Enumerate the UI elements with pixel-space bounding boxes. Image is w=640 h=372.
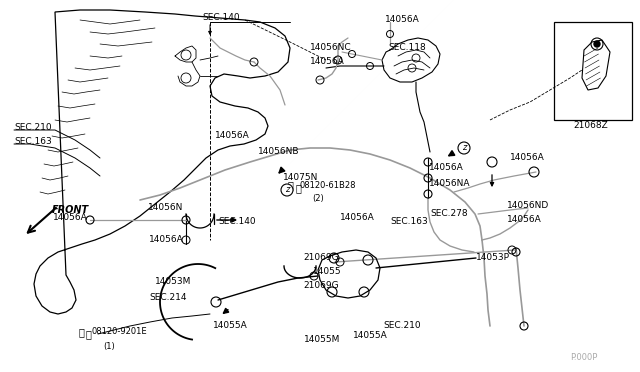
Text: 14053P: 14053P [476, 253, 510, 263]
Text: SEC.163: SEC.163 [390, 218, 428, 227]
Text: 14056A: 14056A [310, 58, 345, 67]
Text: 14056A: 14056A [149, 235, 184, 244]
Text: SEC.278: SEC.278 [430, 209, 468, 218]
Text: 14055A: 14055A [213, 321, 248, 330]
Text: 21069G: 21069G [303, 282, 339, 291]
Text: SEC.140: SEC.140 [202, 13, 239, 22]
Text: 14056A: 14056A [53, 214, 88, 222]
Text: z: z [462, 144, 466, 153]
Text: z: z [285, 186, 289, 195]
Text: SEC.210: SEC.210 [14, 124, 52, 132]
Text: 14055M: 14055M [304, 334, 340, 343]
Text: 14056A: 14056A [385, 16, 420, 25]
Text: 14055A: 14055A [353, 330, 388, 340]
Polygon shape [582, 40, 610, 90]
Text: 14056N: 14056N [148, 202, 184, 212]
Text: SEC.214: SEC.214 [149, 294, 186, 302]
Text: SEC.163: SEC.163 [14, 138, 52, 147]
Text: FRONT: FRONT [52, 205, 89, 215]
Text: 14055: 14055 [313, 267, 342, 276]
Text: 14056NC: 14056NC [310, 44, 351, 52]
Text: Ⓑ: Ⓑ [287, 180, 293, 190]
Text: Ⓑ: Ⓑ [78, 327, 84, 337]
Text: 14056ND: 14056ND [507, 202, 549, 211]
Text: Ⓑ: Ⓑ [295, 183, 301, 193]
Text: 08120-61B28: 08120-61B28 [300, 180, 356, 189]
Text: (2): (2) [312, 193, 324, 202]
Text: Ⓑ: Ⓑ [85, 329, 91, 339]
Bar [554, 22, 632, 120]
Circle shape [594, 41, 600, 47]
Text: 21068Z: 21068Z [573, 122, 608, 131]
Text: 08120-9201E: 08120-9201E [91, 327, 147, 337]
Text: (1): (1) [103, 341, 115, 350]
Text: 14056A: 14056A [429, 164, 464, 173]
Text: 14053M: 14053M [155, 278, 191, 286]
Text: 14075N: 14075N [283, 173, 318, 183]
Text: 14056NA: 14056NA [429, 180, 470, 189]
Text: SEC.210: SEC.210 [383, 321, 420, 330]
Text: P.000P: P.000P [570, 353, 597, 362]
Text: 14056A: 14056A [507, 215, 541, 224]
Text: SEC.118: SEC.118 [388, 44, 426, 52]
Text: 21069G: 21069G [303, 253, 339, 263]
Text: 14056A: 14056A [510, 154, 545, 163]
Text: 14056NB: 14056NB [258, 148, 300, 157]
Text: 14056A: 14056A [340, 214, 375, 222]
Text: 14056A: 14056A [215, 131, 250, 141]
Text: SEC.140: SEC.140 [218, 218, 255, 227]
